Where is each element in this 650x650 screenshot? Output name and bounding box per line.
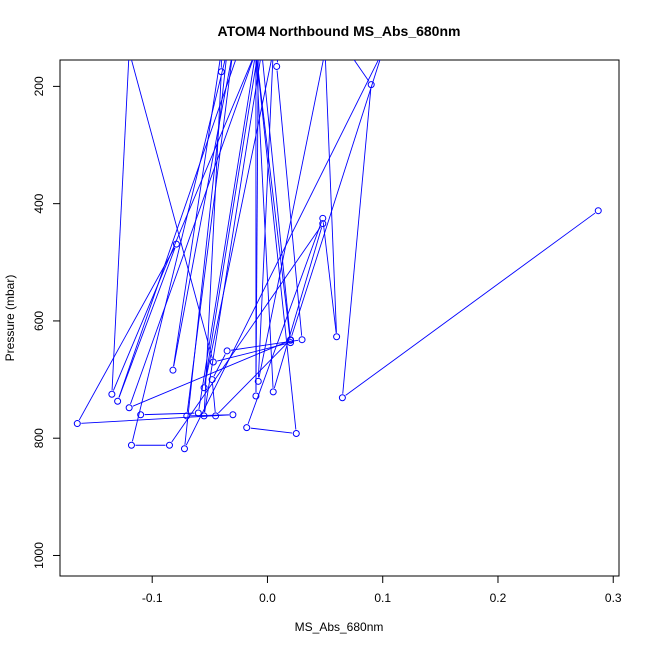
series-segment xyxy=(342,88,372,394)
series-segment xyxy=(204,60,261,413)
series-segment xyxy=(81,414,229,424)
series-segment xyxy=(78,247,175,421)
series-segment xyxy=(118,247,176,398)
series-segment xyxy=(131,60,213,359)
series-layer xyxy=(73,60,602,453)
series-segment xyxy=(218,342,289,414)
data-point xyxy=(292,430,300,438)
series-segment xyxy=(173,60,221,367)
data-point xyxy=(287,339,295,347)
series-segment xyxy=(276,70,303,336)
x-tick-label: 0.2 xyxy=(490,591,507,605)
series-segment xyxy=(262,60,291,337)
series-segment xyxy=(273,227,323,389)
x-tick-label: 0.1 xyxy=(374,591,391,605)
data-point xyxy=(125,404,133,412)
x-axis: -0.1 0.0 0.1 0.2 0.3 xyxy=(142,576,622,605)
data-point xyxy=(172,240,180,248)
series-segment xyxy=(132,341,287,407)
series-segment xyxy=(217,343,287,362)
series-segment xyxy=(204,60,272,384)
plot-frame xyxy=(59,59,620,577)
data-point xyxy=(287,336,295,344)
series-segment xyxy=(276,60,279,63)
series-segment xyxy=(250,427,293,434)
data-point xyxy=(229,411,237,419)
series-segment xyxy=(213,354,226,377)
series-segment xyxy=(212,383,216,412)
data-point xyxy=(200,384,208,392)
data-point xyxy=(252,392,260,400)
data-point xyxy=(108,390,116,398)
data-point xyxy=(165,441,173,449)
data-point xyxy=(137,411,145,419)
series-segment xyxy=(185,60,379,446)
series-segment xyxy=(171,226,321,443)
data-point xyxy=(73,420,81,428)
series-segment xyxy=(131,60,226,442)
x-tick-label: -0.1 xyxy=(142,591,163,605)
data-point xyxy=(319,214,327,222)
series-segment xyxy=(255,60,274,388)
data-point xyxy=(594,207,602,215)
data-point xyxy=(169,366,177,374)
series-segment xyxy=(118,60,237,398)
series-segment xyxy=(204,60,258,384)
data-point xyxy=(269,388,277,396)
y-tick-label: 600 xyxy=(32,311,46,331)
series-segment xyxy=(111,60,130,391)
series-segment xyxy=(198,60,255,410)
series-segment xyxy=(113,60,253,391)
series-segment xyxy=(322,222,337,333)
data-point xyxy=(180,445,188,453)
series-segment xyxy=(255,60,259,392)
series-segment xyxy=(256,60,297,430)
x-tick-label: 0.3 xyxy=(605,591,622,605)
data-point xyxy=(243,424,251,432)
y-tick-label: 200 xyxy=(32,76,46,96)
series-segment xyxy=(184,60,227,445)
y-axis: 200 400 600 800 1000 xyxy=(32,76,60,569)
series-segment xyxy=(256,60,291,339)
data-point xyxy=(298,336,306,344)
data-point xyxy=(338,394,346,402)
data-point xyxy=(212,412,220,420)
data-point xyxy=(183,412,191,420)
chart-title: ATOM4 Northbound MS_Abs_680nm xyxy=(218,23,461,39)
series-segment xyxy=(173,60,232,367)
data-point xyxy=(194,409,202,417)
series-segment xyxy=(231,339,299,351)
data-point xyxy=(319,220,327,228)
data-point xyxy=(333,333,341,341)
data-point xyxy=(200,412,208,420)
y-axis-label: Pressure (mbar) xyxy=(3,275,17,362)
series-segment xyxy=(345,212,596,396)
series-segment xyxy=(130,60,254,405)
data-point xyxy=(208,376,216,384)
data-point xyxy=(367,81,375,89)
y-tick-label: 1000 xyxy=(32,542,46,569)
x-tick-label: 0.0 xyxy=(259,591,276,605)
data-point xyxy=(217,68,225,76)
x-axis-label: MS_Abs_680nm xyxy=(295,620,384,634)
y-tick-label: 800 xyxy=(32,428,46,448)
series-segment xyxy=(257,60,274,378)
y-tick-label: 400 xyxy=(32,193,46,213)
data-point xyxy=(223,347,231,355)
data-point xyxy=(254,377,262,385)
series-segment xyxy=(324,60,337,333)
data-point xyxy=(209,358,217,366)
series-segment xyxy=(291,60,381,337)
data-point xyxy=(114,397,122,405)
data-point xyxy=(273,62,281,70)
data-point xyxy=(127,441,135,449)
series-segment xyxy=(353,60,370,82)
